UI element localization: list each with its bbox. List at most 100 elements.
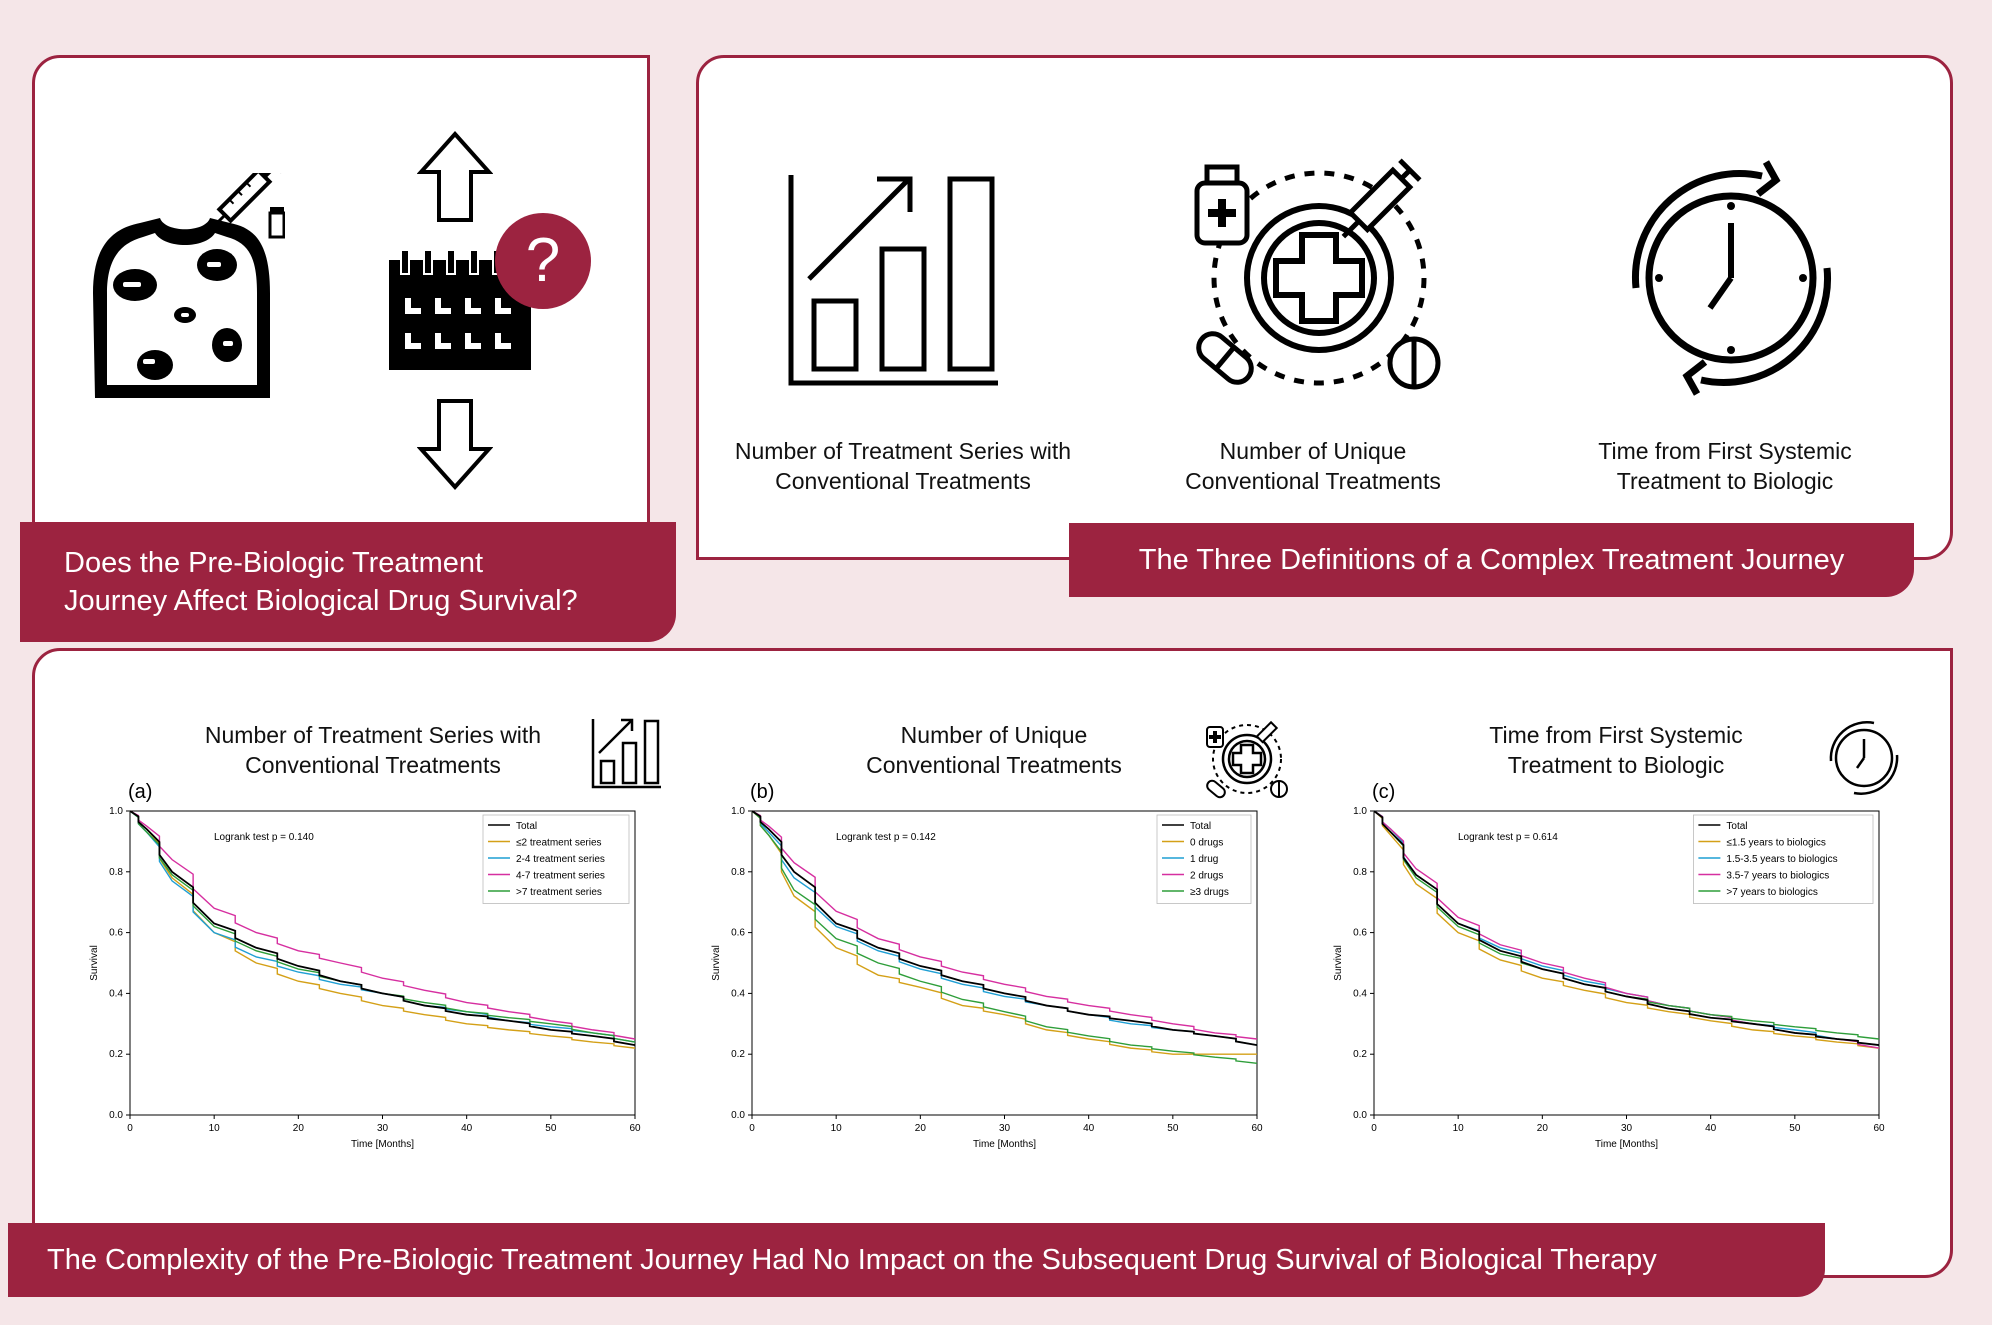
legend-label: 3.5-7 years to biologics xyxy=(1726,871,1829,882)
small-medication-icon xyxy=(1206,720,1288,799)
chart-a-title-line-1: Number of Treatment Series with xyxy=(204,722,542,748)
x-tick-label: 30 xyxy=(1621,1123,1633,1134)
y-tick-label: 0.6 xyxy=(731,928,745,939)
km-chart-c: (c) 0 10 20 30 40 50 60 0.0 0.2 0.4 0.6 0.8 1.0 Time [… xyxy=(1333,781,1885,1150)
legend-box xyxy=(1156,814,1252,904)
y-tick-label: 0.6 xyxy=(1353,928,1367,939)
legend-label: >7 treatment series xyxy=(516,887,602,898)
x-tick-label: 20 xyxy=(1537,1123,1549,1134)
x-tick-label: 50 xyxy=(1789,1123,1801,1134)
y-tick-label: 0.8 xyxy=(109,867,123,878)
y-tick-label: 0.2 xyxy=(109,1049,123,1060)
legend-box xyxy=(1692,814,1874,904)
x-tick-label: 40 xyxy=(1705,1123,1717,1134)
chart-b-title-line-2: Conventional Treatments xyxy=(866,752,1122,778)
x-tick-label: 50 xyxy=(545,1123,557,1134)
x-tick-label: 40 xyxy=(1083,1123,1095,1134)
legend-box xyxy=(482,814,630,904)
legend-label: ≤1.5 years to biologics xyxy=(1726,838,1825,849)
y-tick-label: 0.0 xyxy=(731,1110,745,1121)
question-banner: Does the Pre-Biologic Treatment Journey … xyxy=(20,522,676,642)
x-tick-label: 0 xyxy=(127,1123,133,1134)
medication-icon xyxy=(1194,158,1441,390)
chart-c-title-line-1: Time from First Systemic xyxy=(1489,722,1743,748)
bar-chart-icon xyxy=(788,175,998,386)
x-tick-label: 40 xyxy=(461,1123,473,1134)
km-chart-b: (b) 0 10 20 30 40 50 60 0.0 0.2 0.4 0.6 0.8 1.0 Time [… xyxy=(711,781,1263,1150)
definitions-banner: The Three Definitions of a Complex Treat… xyxy=(1069,523,1914,597)
y-axis-label: Survival xyxy=(1333,945,1344,981)
y-tick-label: 0.6 xyxy=(109,928,123,939)
y-tick-label: 1.0 xyxy=(109,806,123,817)
logrank-annotation: Logrank test p = 0.140 xyxy=(214,832,314,843)
y-tick-label: 0.8 xyxy=(1353,867,1367,878)
legend-label: 2-4 treatment series xyxy=(516,854,605,865)
results-panel xyxy=(32,648,1953,1278)
y-tick-label: 0.2 xyxy=(1353,1049,1367,1060)
legend-label: Total xyxy=(516,821,537,832)
calendar-icon xyxy=(389,249,531,370)
y-tick-label: 0.8 xyxy=(731,867,745,878)
question-line-2: Journey Affect Biological Drug Survival? xyxy=(64,585,578,617)
x-tick-label: 20 xyxy=(293,1123,305,1134)
legend-label: 0 drugs xyxy=(1190,838,1223,849)
x-axis-label: Time [Months] xyxy=(351,1139,414,1150)
y-tick-label: 0.4 xyxy=(731,988,745,999)
definitions-panel: Number of Treatment Series with Conventi… xyxy=(696,55,1953,560)
series-line xyxy=(751,810,1258,1046)
series-line xyxy=(751,810,1257,1055)
series-line xyxy=(129,810,636,1046)
panel-letter: (a) xyxy=(128,781,152,803)
question-mark-badge: ? xyxy=(495,213,591,309)
y-tick-label: 0.0 xyxy=(109,1110,123,1121)
x-tick-label: 30 xyxy=(377,1123,389,1134)
definition-3-caption: Time from First Systemic Treatment to Bi… xyxy=(1521,436,1929,496)
series-line xyxy=(1373,810,1880,1049)
series-line xyxy=(751,810,1258,1040)
small-bar-chart-icon xyxy=(591,718,661,789)
y-tick-label: 1.0 xyxy=(1353,806,1367,817)
x-tick-label: 50 xyxy=(1167,1123,1179,1134)
series-line xyxy=(129,810,636,1049)
km-chart-a: (a) 0 10 20 30 40 50 60 0.0 0.2 0.4 0.6 0.8 1.0 Time [… xyxy=(89,781,641,1150)
x-tick-label: 30 xyxy=(999,1123,1011,1134)
series-line xyxy=(129,810,636,1040)
definitions-banner-text: The Three Definitions of a Complex Treat… xyxy=(1138,543,1845,576)
legend-label: ≤2 treatment series xyxy=(516,838,602,849)
question-line-1: Does the Pre-Biologic Treatment xyxy=(64,547,484,579)
definition-2-line-2: Conventional Treatments xyxy=(1185,468,1441,494)
y-tick-label: 1.0 xyxy=(731,806,745,817)
x-tick-label: 0 xyxy=(1371,1123,1377,1134)
y-tick-label: 0.4 xyxy=(1353,988,1367,999)
x-tick-label: 60 xyxy=(1251,1123,1263,1134)
clock-icon xyxy=(1631,160,1832,396)
legend-label: >7 years to biologics xyxy=(1726,887,1817,898)
logrank-annotation: Logrank test p = 0.142 xyxy=(836,832,936,843)
y-tick-label: 0.0 xyxy=(1353,1110,1367,1121)
y-tick-label: 0.2 xyxy=(731,1049,745,1060)
chart-b-title: Number of Unique Conventional Treatments xyxy=(794,720,1194,780)
legend-label: 1 drug xyxy=(1190,854,1218,865)
series-line xyxy=(1373,810,1880,1046)
panel-letter: (c) xyxy=(1372,781,1395,803)
y-tick-label: 0.4 xyxy=(109,988,123,999)
chart-a-title: Number of Treatment Series with Conventi… xyxy=(173,720,573,780)
conclusion-banner: The Complexity of the Pre-Biologic Treat… xyxy=(8,1223,1825,1297)
legend-label: 1.5-3.5 years to biologics xyxy=(1726,854,1837,865)
y-axis-label: Survival xyxy=(89,945,100,981)
x-tick-label: 10 xyxy=(209,1123,221,1134)
definition-2-line-1: Number of Unique xyxy=(1219,438,1407,464)
definition-3-line-2: Treatment to Biologic xyxy=(1616,468,1834,494)
up-arrow-icon xyxy=(417,131,493,222)
definition-1-line-1: Number of Treatment Series with xyxy=(734,438,1072,464)
x-tick-label: 60 xyxy=(629,1123,641,1134)
chart-c-title-line-2: Treatment to Biologic xyxy=(1507,752,1725,778)
series-line xyxy=(751,810,1258,1065)
x-tick-label: 10 xyxy=(831,1123,843,1134)
conclusion-banner-text: The Complexity of the Pre-Biologic Treat… xyxy=(47,1243,1657,1276)
logrank-annotation: Logrank test p = 0.614 xyxy=(1458,832,1558,843)
definition-1-caption: Number of Treatment Series with Conventi… xyxy=(699,436,1107,496)
definition-3-line-1: Time from First Systemic xyxy=(1598,438,1852,464)
x-axis-label: Time [Months] xyxy=(1595,1139,1658,1150)
legend-label: ≥3 drugs xyxy=(1190,887,1229,898)
